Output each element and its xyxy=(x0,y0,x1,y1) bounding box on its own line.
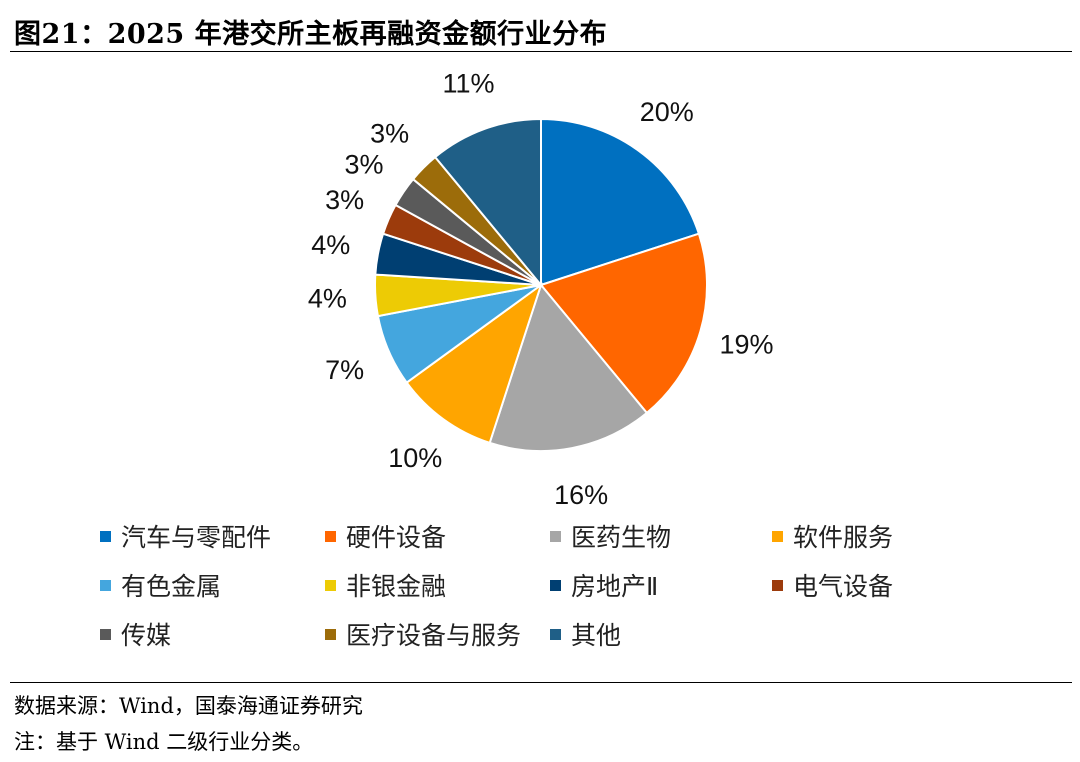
legend-item-8: 电气设备 xyxy=(772,567,893,603)
legend-label: 电气设备 xyxy=(793,572,894,601)
pie-label-3: 16% xyxy=(554,480,608,510)
legend-label: 房地产Ⅱ xyxy=(571,572,659,601)
chart-title: 图21：2025 年港交所主板再融资金额行业分布 xyxy=(14,19,608,50)
pie-slice-2 xyxy=(539,232,708,415)
pie-label-1: 20% xyxy=(640,97,694,127)
pie-label-8: 3% xyxy=(325,185,364,215)
legend-label: 有色金属 xyxy=(121,572,222,601)
legend-item-3: 医药生物 xyxy=(550,518,671,554)
legend-item-1: 汽车与零配件 xyxy=(100,518,271,554)
legend-swatch xyxy=(550,530,561,542)
legend-swatch xyxy=(772,579,783,591)
legend-label: 软件服务 xyxy=(793,523,894,552)
legend-label: 汽车与零配件 xyxy=(121,523,272,552)
legend-label: 非银金融 xyxy=(346,572,447,601)
legend-swatch xyxy=(325,628,336,640)
classification-note: 注：基于 Wind 二级行业分类。 xyxy=(14,730,314,754)
legend-swatch xyxy=(100,530,111,542)
pie-chart: 20%19%16%10%7%4%4%3%3%3%11% xyxy=(308,69,774,510)
legend-item-2: 硬件设备 xyxy=(325,518,446,554)
pie-slice-11 xyxy=(433,117,542,288)
pie-slice-4 xyxy=(405,282,543,445)
legend-item-4: 软件服务 xyxy=(772,518,893,554)
pie-slice-3 xyxy=(488,282,649,452)
legend-label: 硬件设备 xyxy=(346,523,447,552)
legend-swatch xyxy=(550,628,561,640)
legend-swatch xyxy=(325,530,336,542)
pie-label-4: 10% xyxy=(388,443,442,473)
pie-label-7: 4% xyxy=(311,230,350,260)
legend-label: 传媒 xyxy=(121,621,172,650)
legend-item-6: 非银金融 xyxy=(325,567,446,603)
pie-label-5: 7% xyxy=(325,355,364,385)
legend-item-11: 其他 xyxy=(550,616,621,652)
pie-label-6: 4% xyxy=(308,283,347,313)
pie-percent-labels: 20%19%16%10%7%4%4%3%3%3%11% xyxy=(308,69,774,510)
footer-divider xyxy=(10,682,1072,683)
pie-label-9: 3% xyxy=(344,150,383,180)
pie-slice-1 xyxy=(540,117,701,287)
legend-swatch xyxy=(100,628,111,640)
legend-swatch xyxy=(325,579,336,591)
legend-swatch xyxy=(772,530,783,542)
legend-label: 其他 xyxy=(571,621,622,650)
title-divider xyxy=(10,51,1072,52)
legend-item-5: 有色金属 xyxy=(100,567,221,603)
pie-slices xyxy=(374,117,708,452)
legend-item-10: 医疗设备与服务 xyxy=(325,616,521,652)
legend-swatch xyxy=(550,579,561,591)
legend-label: 医药生物 xyxy=(571,523,672,552)
legend-item-7: 房地产Ⅱ xyxy=(550,567,658,603)
pie-label-2: 19% xyxy=(719,330,773,360)
legend-item-9: 传媒 xyxy=(100,616,171,652)
pie-label-11: 11% xyxy=(442,69,494,99)
data-source-note: 数据来源：Wind，国泰海通证券研究 xyxy=(14,694,363,718)
pie-label-10: 3% xyxy=(370,119,409,149)
legend-swatch xyxy=(100,579,111,591)
legend-label: 医疗设备与服务 xyxy=(346,621,522,650)
